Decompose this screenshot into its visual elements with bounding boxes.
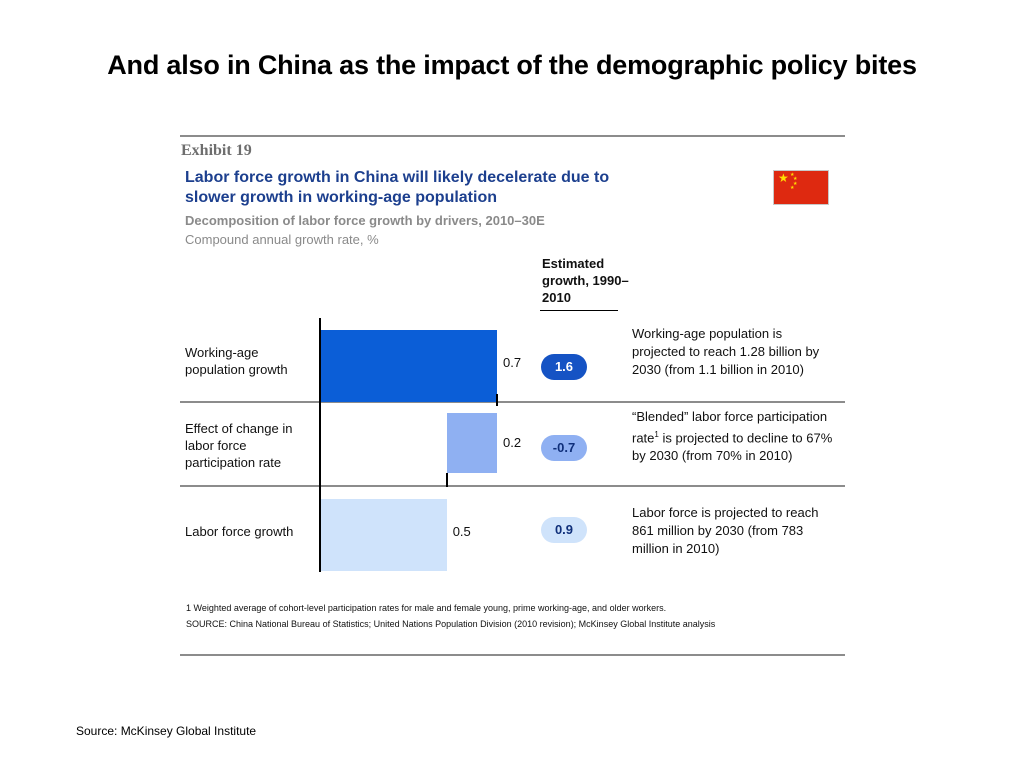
row-separator — [180, 485, 845, 487]
note-text-continued: is projected to decline to 67% by 2030 (… — [632, 430, 833, 464]
estimated-pill-labor-force: 0.9 — [541, 517, 587, 543]
estimated-pill-participation: -0.7 — [541, 435, 587, 461]
slide-source: Source: McKinsey Global Institute — [76, 724, 257, 738]
estimated-growth-header: Estimated growth, 1990–2010 — [542, 256, 629, 305]
exhibit-label: Exhibit 19 — [181, 142, 252, 159]
exhibit-subtitle: Decomposition of labor force growth by d… — [185, 213, 545, 228]
note-working-age: Working-age population is projected to r… — [632, 325, 822, 379]
note-labor-force: Labor force is projected to reach 861 mi… — [632, 504, 822, 558]
row-separator — [180, 401, 845, 403]
bar-participation — [446, 413, 497, 473]
exhibit-bottom-rule — [180, 654, 845, 656]
exhibit-top-rule — [180, 135, 845, 137]
chart-axis — [319, 318, 321, 572]
estimated-header-underline — [540, 310, 618, 311]
waterfall-connector — [496, 394, 498, 406]
value-label-participation: 0.2 — [503, 435, 522, 450]
exhibit-source: SOURCE: China National Bureau of Statist… — [186, 619, 716, 629]
note-text: Labor force is projected to reach 861 mi… — [632, 505, 819, 556]
row-label-labor-force: Labor force growth — [185, 524, 294, 539]
flag-small-star: ★ — [790, 185, 795, 191]
bar-working-age — [321, 330, 497, 402]
flag-large-star: ★ — [778, 171, 789, 185]
exhibit-title: Labor force growth in China will likely … — [185, 169, 610, 206]
exhibit-unit: Compound annual growth rate, % — [185, 232, 379, 247]
bar-labor-force — [321, 499, 447, 571]
waterfall-connector — [445, 473, 448, 487]
row-label-participation: Effect of change in labor force particip… — [185, 421, 293, 470]
flag-small-star: ★ — [793, 176, 798, 182]
flag-small-star: ★ — [793, 181, 798, 187]
row-label-working-age: Working-age population growth — [185, 345, 288, 377]
note-text: Working-age population is projected to r… — [632, 326, 820, 377]
flag-small-star: ★ — [790, 172, 795, 178]
value-label-labor-force: 0.5 — [452, 524, 471, 539]
note-text: “Blended” labor force participation rate — [632, 409, 828, 446]
note-participation: “Blended” labor force participation rate… — [632, 408, 837, 465]
footnote-marker: 1 — [654, 430, 659, 439]
value-label-working-age: 0.7 — [503, 355, 522, 370]
slide-title: And also in China as the impact of the d… — [107, 50, 917, 80]
china-flag-icon: ★ ★ ★ ★ ★ — [773, 170, 829, 205]
estimated-pill-working-age: 1.6 — [541, 354, 587, 380]
exhibit-footnote: 1 Weighted average of cohort-level parti… — [186, 603, 667, 613]
